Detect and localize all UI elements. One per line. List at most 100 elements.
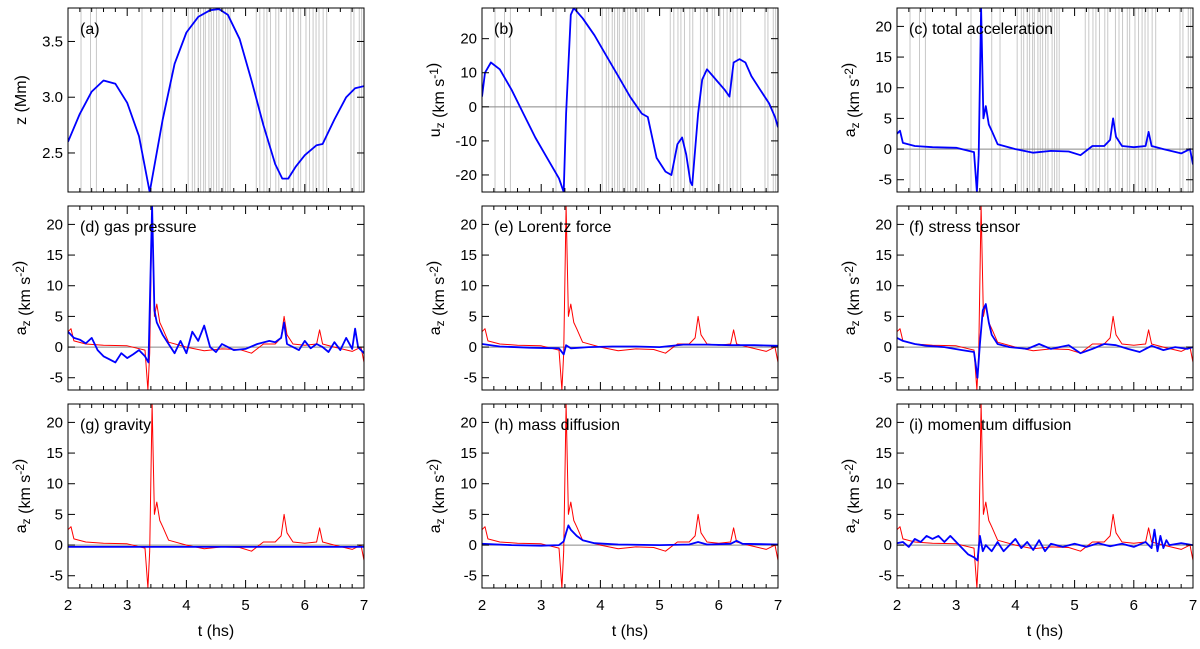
series-line	[482, 524, 778, 547]
series-line	[897, 528, 1193, 562]
y-tick-label: 10	[875, 278, 892, 295]
y-tick-label: -5	[464, 568, 477, 585]
plot-frame	[67, 7, 365, 193]
panel-i: -5 0 5 10 15 20 2 3 4 5 6 7 t (hs) (i) momentum diffu…	[840, 403, 1197, 640]
panel-title: (b)	[494, 21, 514, 38]
y-tick-label: -5	[50, 370, 63, 387]
x-tick-label: 2	[893, 597, 901, 614]
y-axis-label: az (km s-2)	[840, 459, 863, 533]
y-tick-label: 5	[55, 308, 63, 325]
reference-series-line	[897, 206, 1193, 390]
x-tick-label: 4	[182, 597, 190, 614]
y-tick-label: 10	[460, 278, 477, 295]
x-tick-label: 2	[64, 597, 72, 614]
y-tick-label: 5	[884, 308, 892, 325]
y-axis-label: uz (km s-1)	[425, 63, 448, 137]
panel-title: (h) mass diffusion	[494, 417, 620, 434]
y-tick-label: -5	[879, 568, 892, 585]
y-tick-label: 5	[469, 308, 477, 325]
series-line	[897, 8, 1193, 192]
x-tick-label: 3	[537, 597, 545, 614]
x-tick-label: 7	[1189, 597, 1197, 614]
panel-g: -5 0 5 10 15 20 2 3 4 5 6 7 t (hs) (g) gravity az (km …	[11, 403, 368, 640]
series-line	[482, 343, 778, 356]
series-line	[482, 8, 778, 192]
series-line	[68, 8, 364, 192]
y-axis-label: az (km s-2)	[425, 459, 448, 533]
plot-frame	[896, 7, 1194, 193]
x-tick-label: 4	[596, 597, 604, 614]
panel-title: (a)	[80, 21, 100, 38]
panel-f: -5 0 5 10 15 20 (f) stress tensor az (km s-2)	[840, 205, 1194, 391]
y-tick-label: 20	[46, 414, 63, 431]
panel-b: -20 -10 0 10 20 (b) uz (km s-1)	[425, 7, 779, 193]
x-tick-label: 7	[360, 597, 368, 614]
y-tick-label: 0	[469, 99, 477, 116]
y-tick-label: 20	[460, 216, 477, 233]
plot-frame	[896, 403, 1194, 589]
plot-frame	[481, 7, 779, 193]
y-tick-label: 20	[460, 31, 477, 48]
plot-frame	[67, 403, 365, 589]
y-axis-label: az (km s-2)	[840, 261, 863, 335]
y-tick-label: 20	[460, 414, 477, 431]
x-tick-label: 4	[1011, 597, 1019, 614]
y-tick-label: 15	[875, 445, 892, 462]
y-tick-label: -5	[464, 370, 477, 387]
panel-title: (d) gas pressure	[80, 219, 197, 236]
x-tick-label: 3	[123, 597, 131, 614]
panel-a: 2.5 3.0 3.5 (a) z (Mm)	[13, 7, 365, 193]
panel-c: -5 0 5 10 15 20 (c) total acceleration az (km s…	[840, 7, 1194, 193]
x-tick-label: 6	[1130, 597, 1138, 614]
y-tick-label: -10	[455, 133, 477, 150]
y-axis-label: az (km s-2)	[425, 261, 448, 335]
panel-title: (f) stress tensor	[909, 219, 1021, 236]
x-tick-label: 3	[952, 597, 960, 614]
y-tick-label: 10	[460, 65, 477, 82]
y-tick-label: 0	[469, 537, 477, 554]
y-tick-label: 3.5	[42, 33, 63, 50]
y-tick-label: 2.5	[42, 145, 63, 162]
plot-frame	[896, 205, 1194, 391]
y-tick-label: 20	[46, 216, 63, 233]
series-line	[68, 206, 364, 364]
y-tick-label: 15	[460, 247, 477, 264]
x-tick-label: 6	[301, 597, 309, 614]
y-tick-label: 15	[875, 49, 892, 66]
y-axis-label: az (km s-2)	[840, 63, 863, 137]
plot-frame	[481, 403, 779, 589]
y-tick-label: 20	[875, 18, 892, 35]
y-tick-label: 15	[46, 247, 63, 264]
x-tick-label: 5	[1070, 597, 1078, 614]
y-tick-label: -5	[879, 370, 892, 387]
y-tick-label: 10	[875, 80, 892, 97]
x-axis-label: t (hs)	[612, 623, 648, 640]
y-tick-label: 0	[884, 339, 892, 356]
panel-title: (e) Lorentz force	[494, 219, 611, 236]
plot-frame	[67, 205, 365, 391]
panel-title: (i) momentum diffusion	[909, 417, 1071, 434]
panel-title: (g) gravity	[80, 417, 151, 434]
y-tick-label: 20	[875, 414, 892, 431]
panel-d: -5 0 5 10 15 20 (d) gas pressure az (km s-2)	[11, 205, 365, 391]
y-tick-label: 10	[460, 476, 477, 493]
y-tick-label: 0	[884, 141, 892, 158]
panel-e: -5 0 5 10 15 20 (e) Lorentz force az (km s-2)	[425, 205, 779, 391]
x-tick-label: 5	[241, 597, 249, 614]
y-tick-label: 10	[46, 476, 63, 493]
y-tick-label: 5	[884, 506, 892, 523]
y-axis-label: az (km s-2)	[11, 459, 34, 533]
y-axis-label: z (Mm)	[13, 75, 30, 125]
plot-frame	[481, 205, 779, 391]
y-tick-label: 0	[884, 537, 892, 554]
y-tick-label: 0	[469, 339, 477, 356]
series-line	[897, 303, 1193, 379]
y-tick-label: 10	[46, 278, 63, 295]
x-tick-label: 5	[655, 597, 663, 614]
y-tick-label: 0	[55, 339, 63, 356]
y-tick-label: 3.0	[42, 89, 63, 106]
y-tick-label: 15	[460, 445, 477, 462]
x-tick-label: 2	[478, 597, 486, 614]
y-tick-label: 15	[875, 247, 892, 264]
